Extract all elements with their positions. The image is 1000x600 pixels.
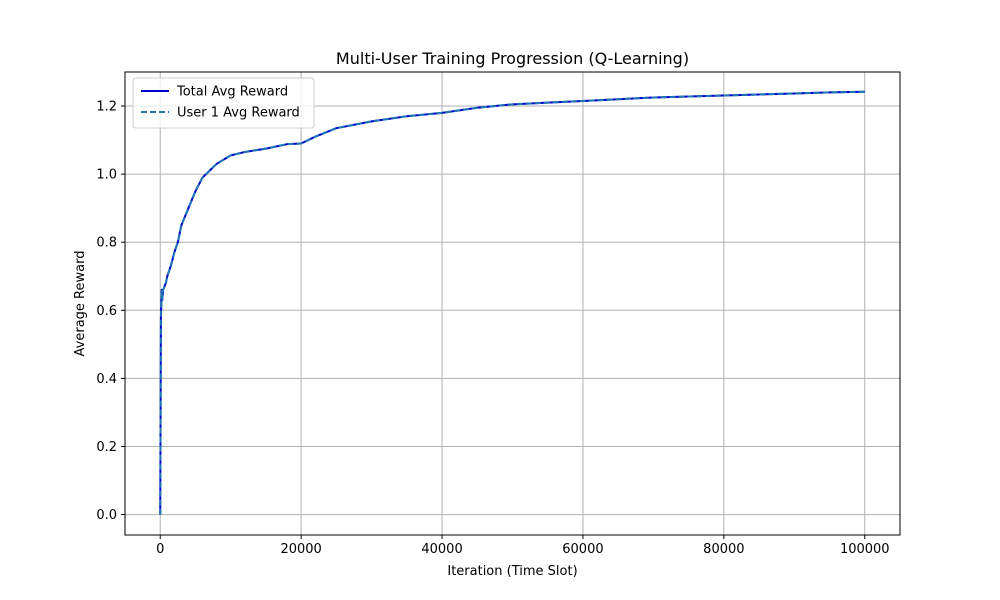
x-tick-label: 100000 — [840, 542, 890, 557]
legend-box — [132, 77, 315, 129]
legend-label-user-1-avg-reward: User 1 Avg Reward — [177, 106, 300, 121]
ticks: 0 20000 40000 60000 80000 100000 0.0 0.2 0.4 0.6 0… — [96, 100, 889, 557]
series-line-user-1-avg-reward — [159, 90, 865, 515]
x-tick-label: 60000 — [562, 542, 603, 557]
y-tick-label: 1.2 — [96, 100, 117, 115]
y-tick-label: 0.4 — [96, 372, 117, 387]
y-tick-label: 0.6 — [96, 304, 117, 319]
y-tick-label: 1.0 — [96, 168, 117, 183]
x-tick-label: 40000 — [421, 542, 462, 557]
chart-title: Multi-User Training Progression (Q-Learn… — [336, 49, 689, 68]
x-axis-title: Iteration (Time Slot) — [447, 564, 577, 579]
y-tick-label: 0.2 — [96, 440, 117, 455]
series-lines — [159, 90, 865, 515]
y-axis-title: Average Reward — [73, 251, 88, 357]
axes-frame — [124, 71, 901, 536]
legend-label-total-avg-reward: Total Avg Reward — [176, 85, 288, 100]
y-tick-label: 0.0 — [96, 508, 117, 523]
x-tick-label: 20000 — [280, 542, 321, 557]
x-tick-label: 80000 — [703, 542, 744, 557]
y-tick-label: 0.8 — [96, 236, 117, 251]
legend: Total Avg Reward User 1 Avg Reward — [132, 77, 315, 129]
x-tick-label: 0 — [156, 542, 164, 557]
grid — [125, 72, 900, 535]
